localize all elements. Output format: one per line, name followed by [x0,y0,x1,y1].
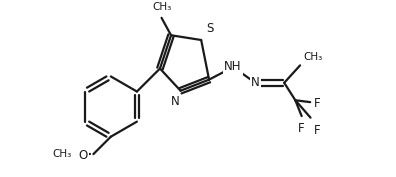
Text: F: F [314,97,321,110]
Text: F: F [298,122,305,135]
Text: NH: NH [224,61,242,73]
Text: S: S [206,22,213,35]
Text: F: F [314,124,321,137]
Text: CH₃: CH₃ [152,2,171,12]
Text: N: N [171,95,179,109]
Text: CH₃: CH₃ [303,52,322,62]
Text: N: N [251,76,260,89]
Text: CH₃: CH₃ [52,149,71,159]
Text: O: O [78,149,88,162]
